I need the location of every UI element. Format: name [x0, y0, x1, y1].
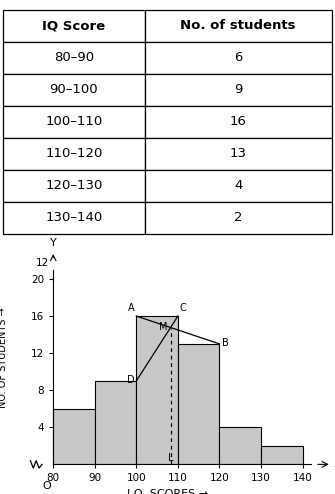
Text: NO. OF STUDENTS →: NO. OF STUDENTS →	[0, 307, 8, 408]
Text: No. of students: No. of students	[180, 19, 296, 33]
Text: 120–130: 120–130	[45, 179, 103, 192]
Text: O: O	[43, 481, 51, 491]
Text: 9: 9	[234, 83, 242, 96]
Bar	[3, 202, 144, 234]
Bar	[219, 427, 261, 464]
Text: L: L	[168, 453, 173, 463]
Text: 130–140: 130–140	[45, 211, 103, 224]
Text: 4: 4	[234, 179, 242, 192]
Text: C: C	[179, 303, 186, 313]
Bar	[136, 316, 178, 464]
Bar	[3, 74, 144, 106]
Bar	[261, 446, 303, 464]
Text: A: A	[128, 303, 134, 313]
Bar	[178, 344, 219, 464]
X-axis label: I.Q. SCORES →: I.Q. SCORES →	[127, 489, 208, 494]
Bar	[144, 202, 332, 234]
Bar	[144, 138, 332, 170]
Bar	[144, 170, 332, 202]
Bar	[3, 106, 144, 138]
Text: IQ Score: IQ Score	[42, 19, 106, 33]
Text: 100–110: 100–110	[45, 115, 103, 128]
Text: Y: Y	[50, 239, 57, 248]
Text: 80–90: 80–90	[54, 51, 94, 64]
Text: B: B	[221, 338, 228, 348]
Bar	[3, 42, 144, 74]
Text: X: X	[334, 459, 335, 469]
Text: 16: 16	[230, 115, 247, 128]
Bar	[3, 138, 144, 170]
Text: D: D	[127, 375, 134, 385]
Text: 2: 2	[234, 211, 242, 224]
Bar	[3, 170, 144, 202]
Text: 90–100: 90–100	[50, 83, 98, 96]
Text: 110–120: 110–120	[45, 147, 103, 160]
Bar	[3, 10, 144, 42]
Text: 12: 12	[36, 258, 49, 268]
Bar	[144, 42, 332, 74]
Bar	[144, 10, 332, 42]
Bar	[144, 106, 332, 138]
Text: 6: 6	[234, 51, 242, 64]
Text: M: M	[159, 322, 167, 331]
Bar	[53, 409, 95, 464]
Text: 13: 13	[229, 147, 247, 160]
Bar	[144, 74, 332, 106]
Bar	[95, 381, 136, 464]
